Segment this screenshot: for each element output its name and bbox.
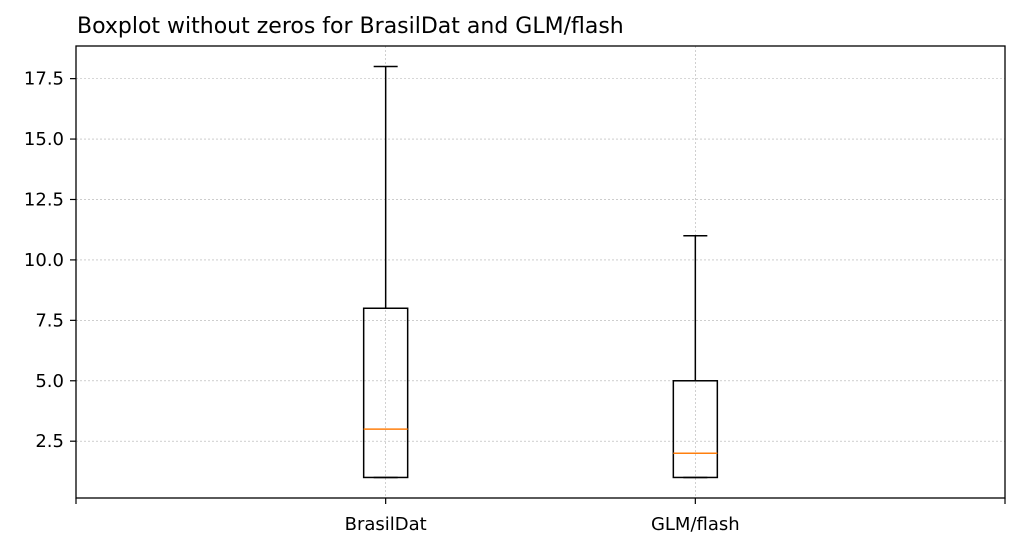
- y-tick-label: 5.0: [35, 371, 64, 392]
- y-tick-label: 17.5: [24, 69, 64, 90]
- y-tick-label: 7.5: [35, 310, 64, 331]
- y-tick-label: 12.5: [24, 189, 64, 210]
- plot-frame: [75, 45, 1006, 499]
- axis-layer: 2.5 5.0 7.5 10.0 12.5 15.0 17.5 BrasilDat GLM/fl…: [24, 69, 1006, 535]
- x-tick-label: GLM/flash: [651, 514, 740, 535]
- box-iqr: [362, 307, 409, 479]
- box-iqr: [672, 380, 719, 479]
- chart-title: Boxplot without zeros for BrasilDat and …: [77, 14, 624, 39]
- box-layer: [362, 65, 719, 479]
- grid-layer: [76, 46, 1005, 498]
- y-tick-label: 2.5: [35, 431, 64, 452]
- x-tick-label: BrasilDat: [345, 514, 427, 535]
- y-tick-label: 10.0: [24, 250, 64, 271]
- y-tick-label: 15.0: [24, 129, 64, 150]
